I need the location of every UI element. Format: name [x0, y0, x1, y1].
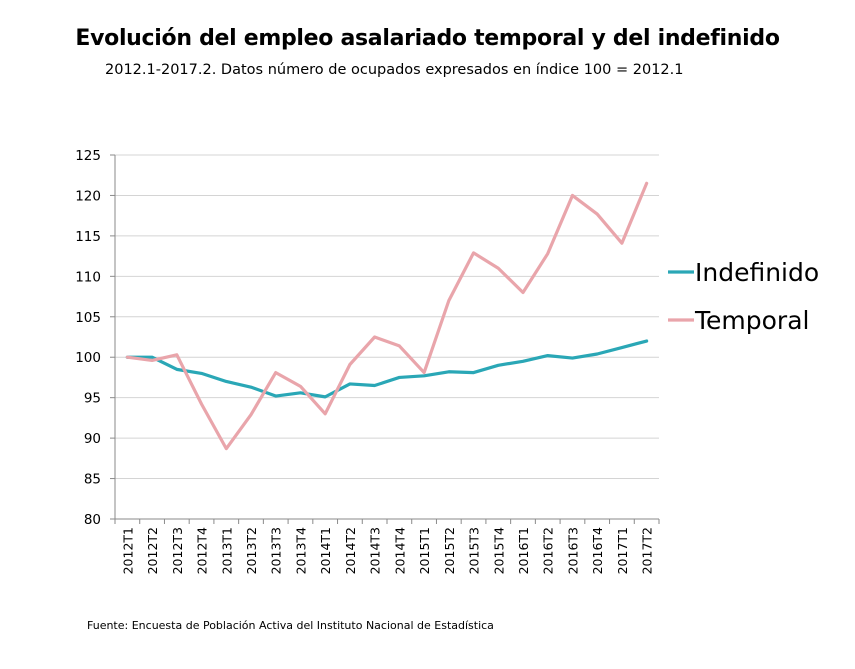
data-point-indefinido [596, 353, 598, 355]
data-point-indefinido [571, 357, 574, 359]
data-point-indefinido [250, 386, 252, 388]
data-point-temporal [126, 356, 129, 359]
data-point-temporal [423, 371, 425, 374]
data-point-indefinido [373, 384, 376, 387]
x-tick-label: 2012T3 [170, 527, 185, 574]
x-tick-label: 2017T1 [615, 527, 630, 574]
data-point-indefinido [225, 380, 228, 383]
x-tick-label: 2015T1 [417, 527, 432, 574]
data-point-indefinido [448, 370, 450, 373]
data-point-temporal [299, 385, 302, 388]
data-point-temporal [176, 353, 178, 356]
y-tick-label: 80 [84, 512, 101, 528]
x-tick-label: 2016T3 [565, 527, 580, 574]
x-tick-label: 2013T3 [269, 527, 284, 574]
chart-subtitle: 2012.1-2017.2. Datos número de ocupados … [105, 62, 684, 78]
x-tick-label: 2016T2 [541, 527, 556, 574]
data-point-indefinido [621, 346, 623, 349]
series-lines [125, 181, 649, 451]
data-point-temporal [250, 413, 252, 416]
data-point-indefinido [151, 356, 153, 359]
axes [110, 154, 660, 524]
data-point-temporal [200, 403, 203, 405]
data-point-indefinido [497, 364, 500, 367]
data-point-indefinido [176, 368, 178, 371]
data-point-temporal [349, 363, 351, 366]
x-tick-labels: 2012T1 2012T2 2012T3 2012T4 2013T1 2013T2 2013… [120, 527, 654, 574]
data-point-indefinido [423, 375, 425, 377]
data-point-temporal [448, 299, 450, 302]
data-point-temporal [398, 345, 401, 347]
series-line-temporal [125, 181, 649, 451]
data-point-indefinido [299, 392, 302, 394]
x-tick-label: 2014T1 [318, 527, 333, 574]
data-point-indefinido [274, 395, 277, 397]
data-point-indefinido [349, 383, 351, 385]
y-tick-label: 105 [75, 310, 101, 326]
data-point-indefinido [522, 360, 524, 363]
y-tick-label: 120 [75, 188, 101, 204]
x-tick-label: 2012T2 [145, 527, 160, 574]
data-point-temporal [274, 371, 277, 374]
x-tick-label: 2012T4 [195, 527, 210, 574]
x-tick-label: 2017T2 [640, 527, 655, 574]
data-point-temporal [497, 267, 500, 270]
data-point-indefinido [546, 354, 549, 357]
data-point-indefinido [645, 340, 648, 342]
data-point-temporal [225, 447, 228, 450]
x-tick-label: 2014T4 [392, 527, 407, 574]
x-tick-label: 2016T4 [590, 527, 605, 574]
data-point-indefinido [398, 376, 401, 379]
x-tick-label: 2016T1 [516, 527, 531, 574]
data-point-temporal [596, 213, 598, 215]
data-point-temporal [645, 182, 648, 185]
y-tick-label: 85 [84, 472, 101, 488]
legend-label-temporal: Temporal [694, 306, 809, 335]
x-tick-label: 2013T4 [293, 527, 308, 574]
data-point-temporal [472, 252, 475, 254]
data-point-temporal [621, 242, 623, 244]
chart-title: Evolución del empleo asalariado temporal… [75, 26, 780, 51]
gridlines [115, 154, 659, 480]
legend-label-indefinido: Indefinido [695, 258, 819, 287]
series-line-indefinido [125, 339, 649, 399]
source-note: Fuente: Encuesta de Población Activa del… [87, 619, 494, 632]
x-tick-label: 2013T2 [244, 527, 259, 574]
data-point-indefinido [472, 371, 475, 374]
y-tick-label: 110 [75, 269, 101, 285]
data-point-temporal [571, 194, 574, 197]
y-tick-label: 95 [84, 391, 101, 407]
y-tick-labels: 80 85 90 95 100 105 110 115 120 125 [75, 148, 101, 528]
y-tick-label: 100 [75, 350, 101, 366]
y-tick-label: 115 [75, 229, 101, 245]
x-tick-label: 2015T3 [467, 527, 482, 574]
x-tick-label: 2014T2 [343, 527, 358, 574]
data-point-temporal [546, 252, 549, 255]
x-tick-label: 2014T3 [368, 527, 383, 574]
y-tick-label: 90 [84, 431, 101, 447]
data-point-temporal [324, 413, 326, 415]
data-point-indefinido [200, 372, 203, 375]
legend: Indefinido Temporal [668, 258, 819, 335]
x-tick-label: 2015T4 [491, 527, 506, 574]
data-point-indefinido [324, 396, 326, 398]
data-point-temporal [151, 359, 153, 362]
x-tick-label: 2015T2 [442, 527, 457, 574]
data-point-temporal [522, 291, 524, 294]
y-tick-label: 125 [75, 148, 101, 164]
x-tick-label: 2013T1 [219, 527, 234, 574]
x-tick-label: 2012T1 [120, 527, 135, 574]
data-point-temporal [373, 336, 376, 338]
